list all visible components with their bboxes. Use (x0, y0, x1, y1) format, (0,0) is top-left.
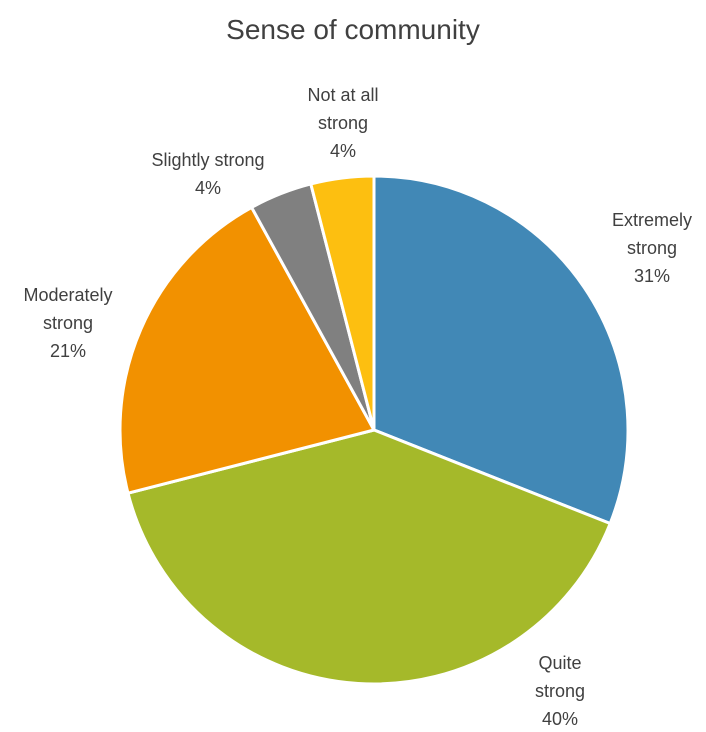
slice-label-line: strong (535, 681, 585, 701)
slice-label-line: 31% (634, 266, 670, 286)
slice-label-0: Extremely strong 31% (612, 210, 692, 286)
pie-slice-1 (126, 428, 612, 686)
pie-slices (118, 174, 630, 686)
slice-label-line: strong (318, 113, 368, 133)
pie-slice-0 (372, 174, 630, 526)
slice-label-2: Moderately strong 21% (23, 285, 112, 361)
slice-label-line: strong (43, 313, 93, 333)
slice-label-1: Quite strong 40% (535, 653, 585, 729)
slice-label-line: Moderately (23, 285, 112, 305)
pie-slice-4 (309, 174, 376, 432)
slice-label-line: strong (627, 238, 677, 258)
slice-label-line: 4% (330, 141, 356, 161)
slice-label-3: Slightly strong 4% (151, 150, 264, 198)
slice-label-line: Quite (538, 653, 581, 673)
slice-label-line: 4% (195, 178, 221, 198)
slice-label-line: 40% (542, 709, 578, 729)
slice-label-line: Slightly strong (151, 150, 264, 170)
pie-slice-2 (118, 205, 376, 495)
slice-label-line: 21% (50, 341, 86, 361)
chart-title: Sense of community (226, 14, 480, 45)
slice-label-4: Not at all strong 4% (307, 85, 378, 161)
slice-label-line: Not at all (307, 85, 378, 105)
slice-label-line: Extremely (612, 210, 692, 230)
pie-labels: Extremely strong 31% Quite strong 40% Moderate… (23, 85, 692, 729)
